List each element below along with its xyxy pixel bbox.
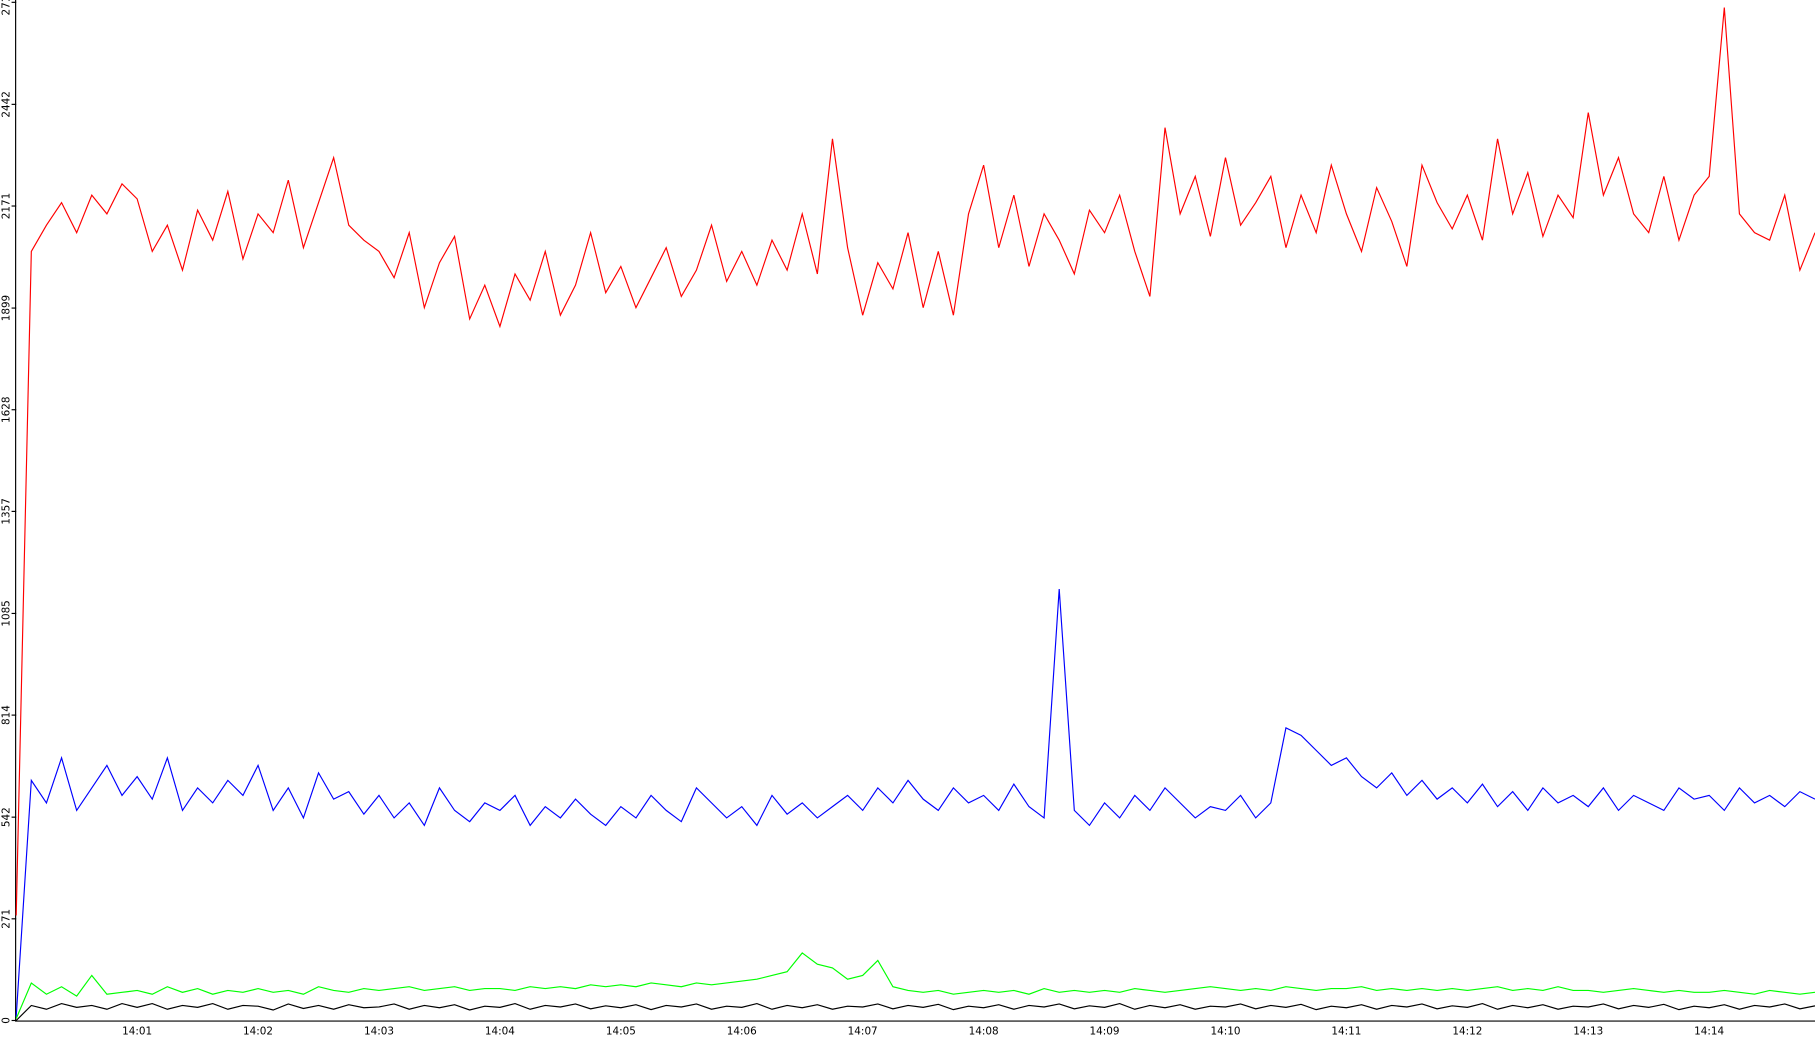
x-tick-label: 14:07 xyxy=(848,1025,878,1037)
x-tick-label: 14:14 xyxy=(1694,1025,1724,1037)
x-tick-label: 14:11 xyxy=(1331,1025,1361,1037)
y-tick-label: 1899 xyxy=(1,295,13,321)
y-tick-label: 271 xyxy=(1,909,13,929)
series-line xyxy=(15,952,1815,1019)
x-tick-label: 14:04 xyxy=(485,1025,515,1037)
y-tick-label: 814 xyxy=(1,705,13,725)
x-tick-label: 14:05 xyxy=(606,1025,636,1037)
x-tick-label: 14:06 xyxy=(727,1025,757,1037)
x-tick-label: 14:10 xyxy=(1210,1025,1240,1037)
x-tick-label: 14:02 xyxy=(243,1025,273,1037)
x-tick-label: 14:13 xyxy=(1573,1025,1603,1037)
x-tick-label: 14:09 xyxy=(1090,1025,1120,1037)
x-tick-label: 14:12 xyxy=(1452,1025,1482,1037)
y-tick-label: 0 xyxy=(1,1017,13,1024)
x-tick-label: 14:03 xyxy=(364,1025,394,1037)
y-tick-label: 1085 xyxy=(1,600,13,626)
x-tick-label: 14:08 xyxy=(969,1025,999,1037)
y-tick-label: 2171 xyxy=(1,193,13,219)
series-line xyxy=(15,1003,1815,1021)
series-line xyxy=(15,589,1815,1017)
y-tick-label: 2714 xyxy=(1,0,13,16)
y-tick-label: 1628 xyxy=(1,396,13,422)
y-tick-label: 2442 xyxy=(1,91,13,117)
series-line xyxy=(15,7,1815,916)
x-tick-label: 14:01 xyxy=(122,1025,152,1037)
y-tick-label: 1357 xyxy=(1,498,13,524)
y-tick-label: 542 xyxy=(1,807,13,827)
